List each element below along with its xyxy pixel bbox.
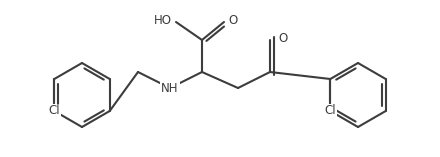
Text: O: O <box>278 32 287 44</box>
Text: Cl: Cl <box>48 105 60 117</box>
Text: NH: NH <box>161 82 179 95</box>
Text: Cl: Cl <box>324 105 336 117</box>
Text: HO: HO <box>154 14 172 27</box>
Text: O: O <box>228 14 237 27</box>
